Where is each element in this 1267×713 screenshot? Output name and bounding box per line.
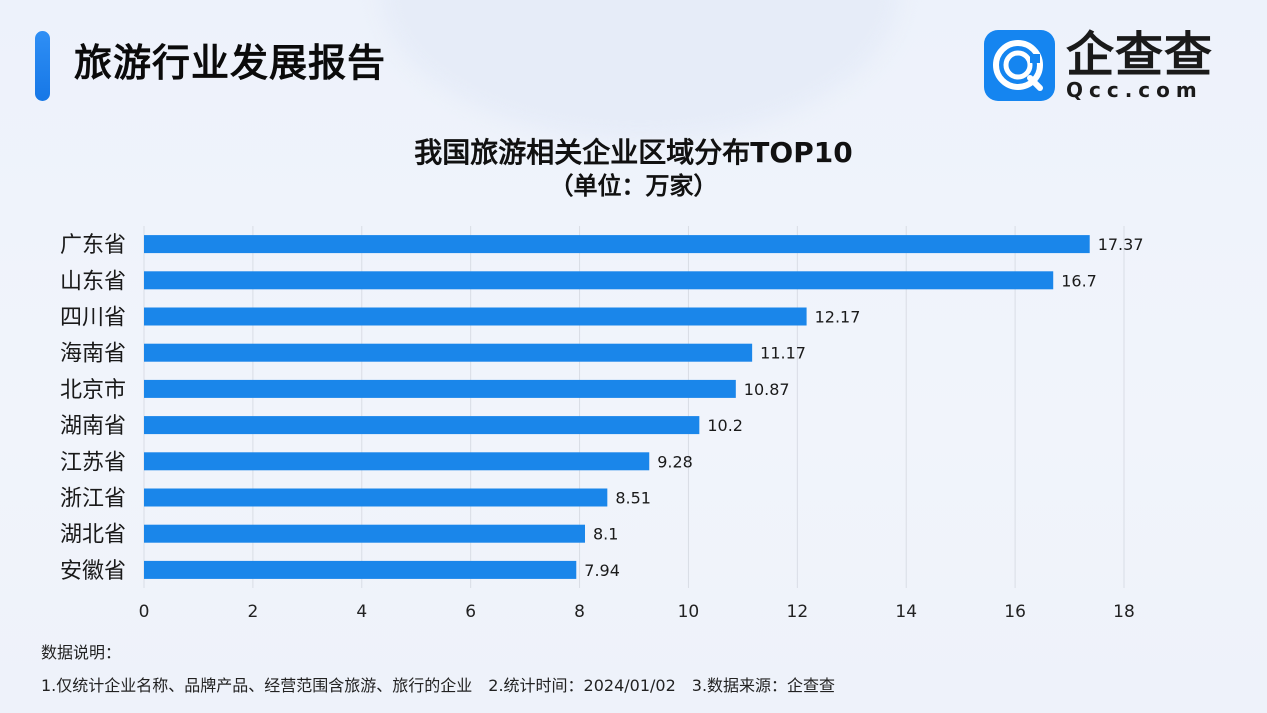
bar-8 (144, 488, 608, 507)
x-tick-label: 16 (1004, 602, 1026, 622)
category-label: 浙江省 (60, 487, 126, 512)
note-item-2: 2.统计时间：2024/01/02 (488, 676, 676, 695)
value-label: 17.37 (1098, 235, 1144, 254)
value-label: 11.17 (760, 344, 806, 363)
x-tick-label: 12 (787, 602, 809, 622)
category-label: 湖南省 (60, 414, 126, 439)
bar-10 (144, 560, 577, 579)
notes-label: 数据说明： (41, 643, 122, 662)
category-label: 湖北省 (60, 523, 126, 548)
notes-text: 1.仅统计企业名称、品牌产品、经营范围含旅游、旅行的企业 2.统计时间：2024/… (41, 675, 835, 697)
value-label: 8.1 (593, 525, 618, 544)
x-tick-label: 6 (465, 602, 476, 622)
category-label: 海南省 (60, 342, 126, 367)
value-label: 9.28 (657, 452, 693, 471)
note-item-1: 1.仅统计企业名称、品牌产品、经营范围含旅游、旅行的企业 (41, 676, 473, 695)
bar-4 (144, 343, 753, 362)
chart-title: 我国旅游相关企业区域分布TOP10 (414, 136, 853, 169)
bar-5 (144, 379, 736, 398)
qcc-logo-icon (984, 30, 1055, 101)
category-label: 安徽省 (60, 559, 126, 584)
category-label: 江苏省 (60, 450, 126, 475)
category-label: 广东省 (60, 233, 126, 258)
value-label: 10.87 (744, 380, 790, 399)
x-tick-label: 4 (356, 602, 367, 622)
category-label: 北京市 (60, 378, 126, 403)
x-tick-label: 2 (247, 602, 258, 622)
x-tick-label: 18 (1113, 602, 1135, 622)
title-accent-bar (35, 31, 50, 101)
bar-3 (144, 307, 807, 326)
logo-url: Qcc.com (1066, 78, 1203, 102)
logo-name: 企查查 (1066, 27, 1214, 83)
x-tick-label: 0 (139, 602, 150, 622)
value-label: 8.51 (615, 489, 651, 508)
value-label: 16.7 (1061, 271, 1097, 290)
value-label: 7.94 (584, 561, 620, 580)
bar-2 (144, 271, 1054, 290)
bar-1 (144, 235, 1090, 254)
category-label: 四川省 (60, 306, 126, 331)
bar-7 (144, 452, 650, 471)
bar-6 (144, 416, 700, 435)
report-title: 旅游行业发展报告 (74, 41, 387, 85)
value-label: 10.2 (707, 416, 743, 435)
x-tick-label: 8 (574, 602, 585, 622)
value-label: 12.17 (815, 308, 861, 327)
bar-9 (144, 524, 585, 543)
note-item-3: 3.数据来源：企查查 (691, 676, 836, 695)
category-label: 山东省 (60, 269, 126, 294)
chart-subtitle: （单位：万家） (549, 172, 718, 200)
x-tick-label: 14 (895, 602, 917, 622)
x-tick-label: 10 (678, 602, 700, 622)
